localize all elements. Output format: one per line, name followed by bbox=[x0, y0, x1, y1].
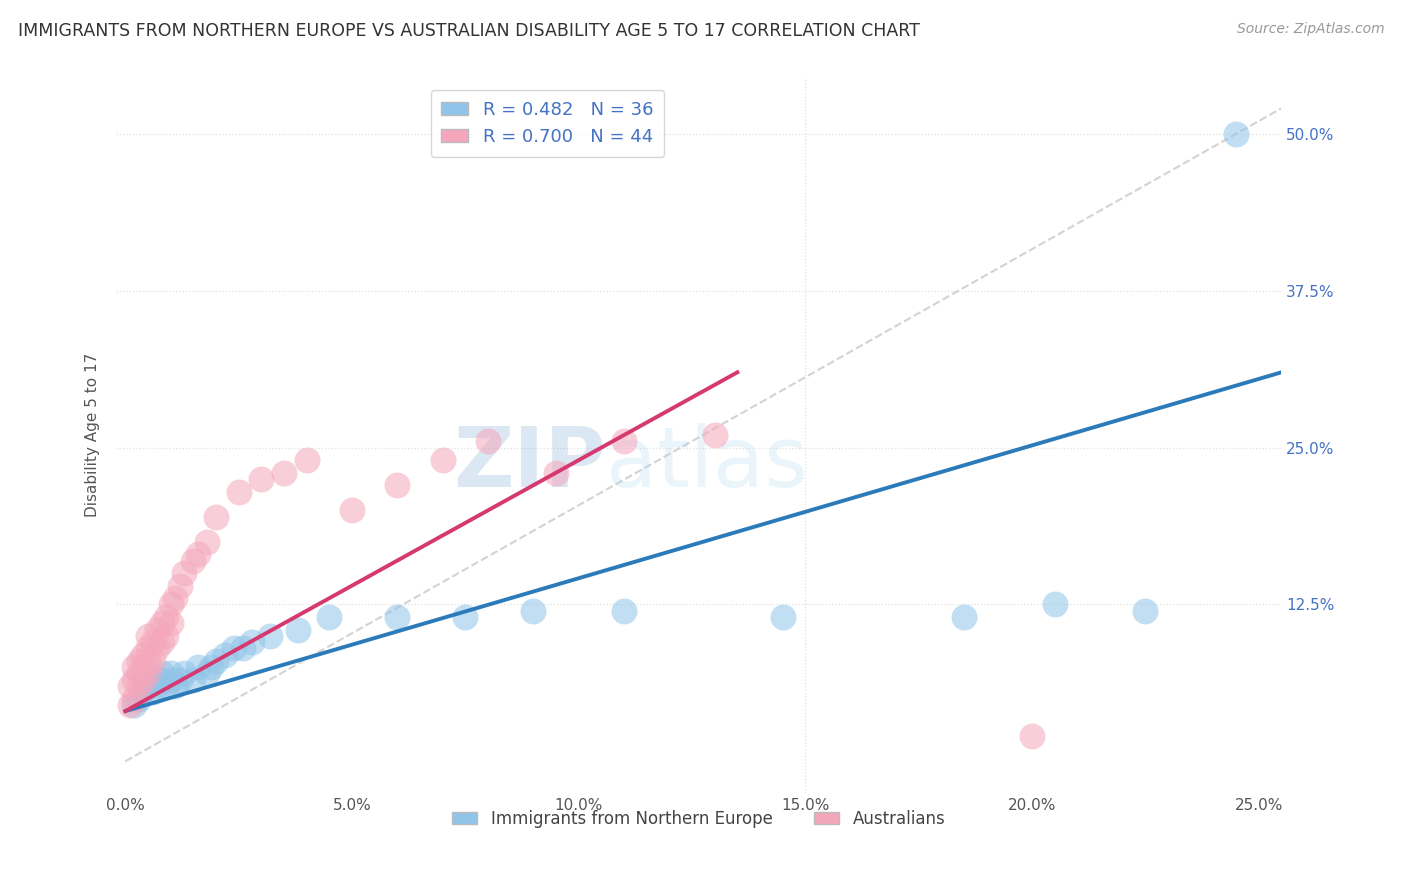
Point bbox=[295, 453, 318, 467]
Point bbox=[118, 698, 141, 712]
Point bbox=[1135, 604, 1157, 618]
Point bbox=[613, 434, 636, 449]
Point bbox=[136, 641, 159, 656]
Text: Source: ZipAtlas.com: Source: ZipAtlas.com bbox=[1237, 22, 1385, 37]
Point bbox=[155, 679, 177, 693]
Y-axis label: Disability Age 5 to 17: Disability Age 5 to 17 bbox=[86, 353, 100, 517]
Point bbox=[544, 466, 567, 480]
Point bbox=[169, 579, 191, 593]
Point bbox=[150, 616, 173, 631]
Point bbox=[1225, 127, 1247, 141]
Point bbox=[205, 654, 228, 668]
Point bbox=[141, 635, 163, 649]
Point bbox=[214, 648, 236, 662]
Point bbox=[136, 629, 159, 643]
Point bbox=[703, 428, 725, 442]
Point bbox=[195, 534, 218, 549]
Point bbox=[169, 673, 191, 687]
Point bbox=[454, 610, 477, 624]
Point bbox=[432, 453, 454, 467]
Point bbox=[128, 679, 150, 693]
Point bbox=[155, 610, 177, 624]
Point bbox=[155, 629, 177, 643]
Point bbox=[159, 598, 181, 612]
Point bbox=[273, 466, 295, 480]
Point bbox=[173, 666, 195, 681]
Text: atlas: atlas bbox=[606, 423, 807, 504]
Point bbox=[136, 666, 159, 681]
Point bbox=[146, 641, 169, 656]
Point bbox=[118, 679, 141, 693]
Point bbox=[159, 616, 181, 631]
Point bbox=[132, 660, 155, 674]
Point bbox=[165, 591, 187, 606]
Point bbox=[772, 610, 794, 624]
Point bbox=[318, 610, 340, 624]
Point bbox=[150, 635, 173, 649]
Point bbox=[141, 654, 163, 668]
Point bbox=[183, 553, 205, 567]
Point bbox=[136, 673, 159, 687]
Point bbox=[183, 673, 205, 687]
Point bbox=[340, 503, 363, 517]
Point bbox=[124, 673, 146, 687]
Point bbox=[124, 660, 146, 674]
Point bbox=[613, 604, 636, 618]
Point bbox=[159, 673, 181, 687]
Point bbox=[146, 679, 169, 693]
Point bbox=[953, 610, 976, 624]
Point bbox=[128, 691, 150, 706]
Point bbox=[240, 635, 263, 649]
Point bbox=[387, 610, 409, 624]
Point bbox=[228, 484, 250, 499]
Point bbox=[124, 691, 146, 706]
Point bbox=[259, 629, 281, 643]
Point bbox=[1043, 598, 1066, 612]
Point bbox=[205, 509, 228, 524]
Point bbox=[132, 648, 155, 662]
Point bbox=[128, 654, 150, 668]
Point bbox=[150, 666, 173, 681]
Point bbox=[132, 673, 155, 687]
Point bbox=[146, 623, 169, 637]
Point bbox=[136, 679, 159, 693]
Point bbox=[124, 698, 146, 712]
Point bbox=[141, 685, 163, 699]
Point bbox=[195, 666, 218, 681]
Point bbox=[287, 623, 309, 637]
Point bbox=[1021, 729, 1043, 743]
Point bbox=[150, 673, 173, 687]
Point bbox=[132, 685, 155, 699]
Point bbox=[173, 566, 195, 580]
Point bbox=[232, 641, 254, 656]
Point bbox=[522, 604, 544, 618]
Point bbox=[250, 472, 273, 486]
Point bbox=[200, 660, 222, 674]
Point bbox=[187, 547, 209, 561]
Point bbox=[159, 666, 181, 681]
Point bbox=[128, 666, 150, 681]
Point bbox=[224, 641, 246, 656]
Point bbox=[477, 434, 499, 449]
Point bbox=[387, 478, 409, 492]
Text: IMMIGRANTS FROM NORTHERN EUROPE VS AUSTRALIAN DISABILITY AGE 5 TO 17 CORRELATION: IMMIGRANTS FROM NORTHERN EUROPE VS AUSTR… bbox=[18, 22, 920, 40]
Text: ZIP: ZIP bbox=[453, 423, 606, 504]
Point bbox=[136, 654, 159, 668]
Legend: Immigrants from Northern Europe, Australians: Immigrants from Northern Europe, Austral… bbox=[446, 803, 952, 834]
Point bbox=[187, 660, 209, 674]
Point bbox=[165, 679, 187, 693]
